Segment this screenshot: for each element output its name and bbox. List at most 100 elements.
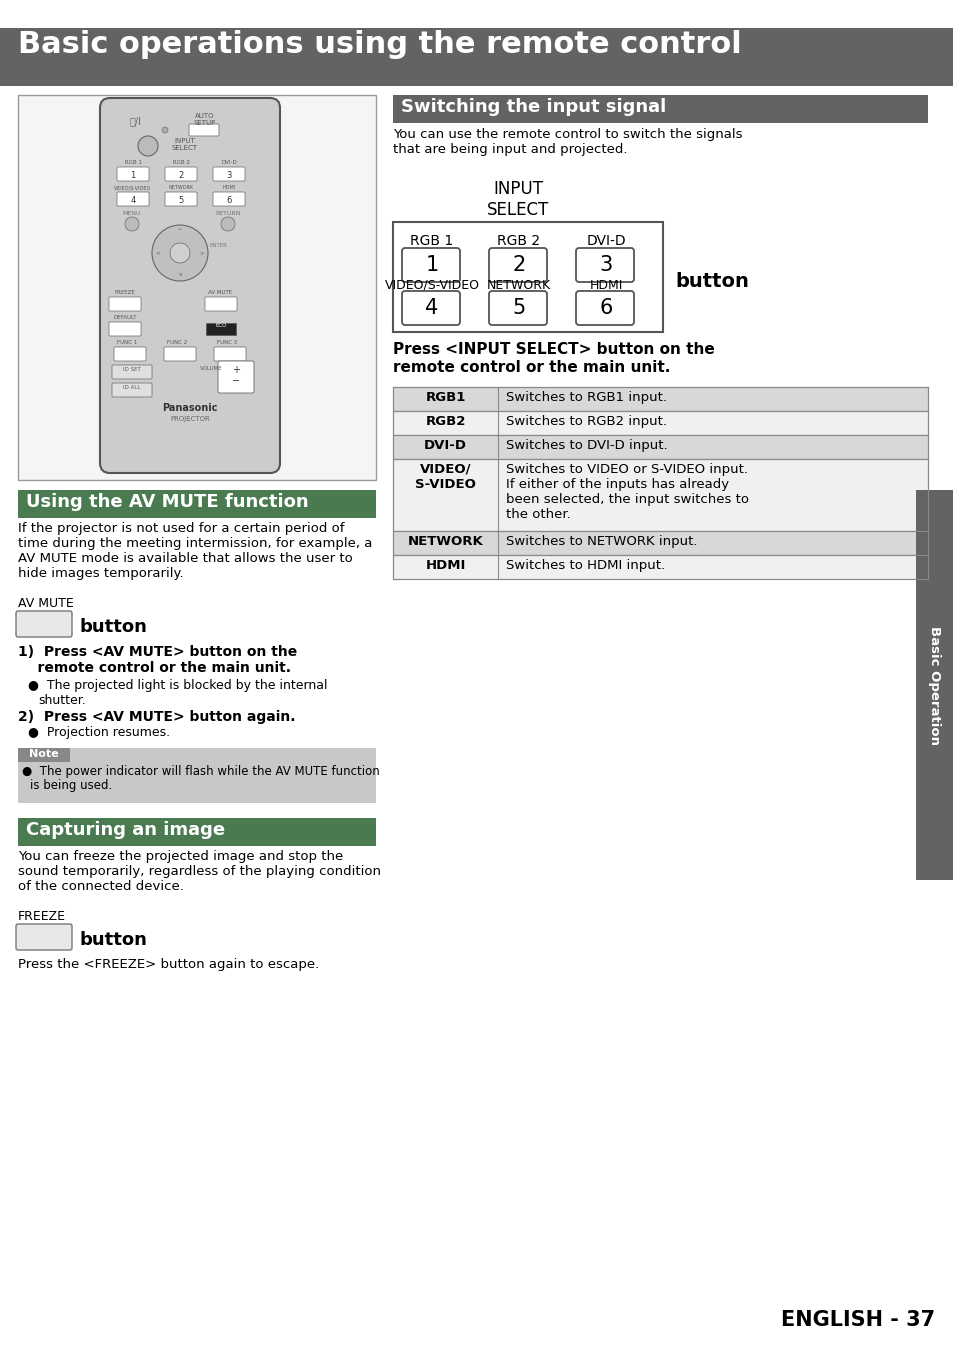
Text: FUNC 1: FUNC 1 [117, 340, 137, 346]
Text: 2: 2 [178, 171, 183, 180]
Text: Press <INPUT SELECT> button on the: Press <INPUT SELECT> button on the [393, 342, 714, 356]
Bar [18, 748, 70, 761]
Text: FUNC 2: FUNC 2 [167, 340, 187, 346]
Text: v: v [178, 271, 181, 277]
Text: 2: 2 [512, 255, 525, 275]
Bar [393, 387, 927, 410]
Text: HDMI: HDMI [425, 559, 465, 572]
Text: DVI-D: DVI-D [423, 439, 467, 452]
Text: remote control or the main unit.: remote control or the main unit. [18, 662, 291, 675]
FancyBboxPatch shape [401, 292, 459, 325]
Bar [393, 531, 927, 555]
FancyBboxPatch shape [576, 248, 634, 282]
Text: Note: Note [30, 749, 59, 759]
Text: Switches to RGB1 input.: Switches to RGB1 input. [505, 392, 666, 404]
Text: 2)  Press <AV MUTE> button again.: 2) Press <AV MUTE> button again. [18, 710, 295, 724]
Text: button: button [80, 931, 148, 949]
FancyBboxPatch shape [165, 167, 196, 181]
FancyBboxPatch shape [489, 248, 546, 282]
Text: Switches to DVI-D input.: Switches to DVI-D input. [505, 439, 667, 452]
Text: RETURN: RETURN [215, 211, 240, 216]
Text: You can freeze the projected image and stop the
sound temporarily, regardless of: You can freeze the projected image and s… [18, 850, 380, 892]
Text: AV MUTE: AV MUTE [18, 597, 73, 610]
Text: You can use the remote control to switch the signals
that are being input and pr: You can use the remote control to switch… [393, 128, 741, 157]
Text: NETWORK: NETWORK [486, 279, 551, 292]
Text: −: − [232, 377, 240, 386]
FancyBboxPatch shape [489, 292, 546, 325]
Text: RGB 2: RGB 2 [172, 161, 190, 165]
Text: ID ALL: ID ALL [123, 385, 140, 390]
Bar [393, 221, 662, 332]
Text: ●  The power indicator will flash while the AV MUTE function: ● The power indicator will flash while t… [22, 765, 379, 778]
Bar [393, 95, 927, 123]
FancyBboxPatch shape [100, 99, 280, 472]
Text: ENGLISH - 37: ENGLISH - 37 [781, 1310, 934, 1330]
Text: If the projector is not used for a certain period of
time during the meeting int: If the projector is not used for a certa… [18, 522, 372, 580]
Text: 1)  Press <AV MUTE> button on the: 1) Press <AV MUTE> button on the [18, 645, 297, 659]
Text: Basic operations using the remote control: Basic operations using the remote contro… [18, 30, 741, 59]
Text: VOLUME: VOLUME [200, 366, 222, 371]
Text: Switches to RGB2 input.: Switches to RGB2 input. [505, 414, 666, 428]
Text: remote control or the main unit.: remote control or the main unit. [393, 360, 670, 375]
Text: ENTER: ENTER [210, 243, 228, 248]
Text: Switching the input signal: Switching the input signal [400, 99, 665, 116]
Text: ⏻/I: ⏻/I [130, 116, 142, 126]
Bar [18, 748, 375, 803]
Text: RGB1: RGB1 [425, 392, 465, 404]
Text: AV MUTE: AV MUTE [208, 290, 232, 296]
Text: VIDEO/S-VIDEO: VIDEO/S-VIDEO [384, 279, 479, 292]
Text: DVI-D: DVI-D [221, 161, 236, 165]
Text: 1: 1 [425, 255, 438, 275]
Text: ●  Projection resumes.: ● Projection resumes. [28, 726, 170, 738]
Circle shape [221, 217, 234, 231]
Text: FREEZE: FREEZE [114, 290, 135, 296]
Text: 5: 5 [512, 298, 525, 319]
FancyBboxPatch shape [112, 383, 152, 397]
Circle shape [125, 217, 139, 231]
Text: ID SET: ID SET [123, 367, 141, 373]
Bar [393, 435, 927, 459]
Text: FREEZE: FREEZE [18, 910, 66, 923]
Text: 3: 3 [598, 255, 612, 275]
Text: Capturing an image: Capturing an image [26, 821, 225, 838]
Text: 1: 1 [131, 171, 135, 180]
Bar [206, 323, 235, 335]
Text: is being used.: is being used. [30, 779, 112, 792]
Circle shape [138, 136, 158, 157]
FancyBboxPatch shape [576, 292, 634, 325]
Text: MENU: MENU [123, 211, 141, 216]
Bar [18, 490, 375, 518]
Text: Switches to NETWORK input.: Switches to NETWORK input. [505, 535, 697, 548]
FancyBboxPatch shape [109, 297, 141, 310]
Text: Panasonic: Panasonic [162, 404, 217, 413]
Bar [393, 555, 927, 579]
FancyBboxPatch shape [16, 923, 71, 950]
Text: RGB 2: RGB 2 [497, 234, 540, 248]
Text: NETWORK: NETWORK [169, 185, 193, 190]
Text: NETWORK: NETWORK [407, 535, 483, 548]
Text: Basic Operation: Basic Operation [927, 625, 941, 744]
FancyBboxPatch shape [164, 347, 195, 360]
Text: VIDEO/
S-VIDEO: VIDEO/ S-VIDEO [415, 463, 476, 491]
FancyBboxPatch shape [117, 192, 149, 207]
Text: DVI-D: DVI-D [585, 234, 625, 248]
Text: shutter.: shutter. [38, 694, 86, 707]
Text: 5: 5 [178, 196, 183, 205]
Text: Switches to VIDEO or S-VIDEO input.
If either of the inputs has already
been sel: Switches to VIDEO or S-VIDEO input. If e… [505, 463, 748, 521]
Text: <: < [155, 250, 160, 255]
Text: INPUT
SELECT: INPUT SELECT [486, 180, 549, 219]
FancyBboxPatch shape [205, 297, 236, 310]
FancyBboxPatch shape [189, 124, 219, 136]
Text: RGB2: RGB2 [425, 414, 465, 428]
Text: 4: 4 [131, 196, 135, 205]
FancyBboxPatch shape [117, 167, 149, 181]
Text: >: > [199, 250, 204, 255]
FancyBboxPatch shape [213, 167, 245, 181]
FancyBboxPatch shape [113, 347, 146, 360]
Bar [393, 459, 927, 531]
Text: PROJECTOR: PROJECTOR [170, 416, 210, 423]
Text: Switches to HDMI input.: Switches to HDMI input. [505, 559, 664, 572]
Text: ^: ^ [177, 228, 182, 234]
FancyBboxPatch shape [112, 364, 152, 379]
Bar [393, 410, 927, 435]
